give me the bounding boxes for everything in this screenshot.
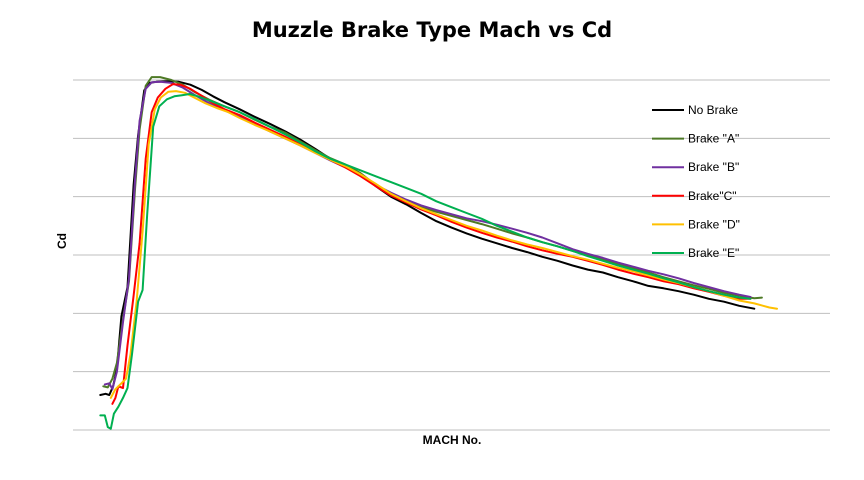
legend: No Brake Brake "A" Brake "B" Brake"C" Brake … [652,103,740,260]
series-line-0 [99,80,756,396]
legend-label-0: No Brake [688,103,738,117]
legend-label-4: Brake "D" [688,217,740,231]
y-axis-label: Cd [55,233,69,249]
series-line-4 [109,90,778,399]
series-lines [99,76,778,430]
legend-label-1: Brake "A" [688,132,739,146]
gridlines [73,79,830,431]
x-axis-label: MACH No. [423,433,482,447]
legend-label-3: Brake"C" [688,189,737,203]
series-line-1 [102,76,763,389]
series-line-2 [103,80,752,391]
series-line-5 [99,93,752,430]
chart-title: Muzzle Brake Type Mach vs Cd [252,18,612,42]
legend-label-5: Brake "E" [688,246,739,260]
legend-label-2: Brake "B" [688,160,739,174]
series-line-3 [111,83,752,405]
